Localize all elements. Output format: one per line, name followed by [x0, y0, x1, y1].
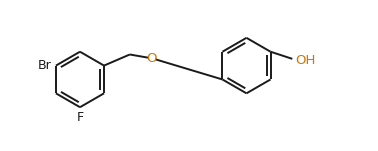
Text: Br: Br — [38, 59, 52, 72]
Text: OH: OH — [296, 54, 316, 67]
Text: F: F — [76, 111, 84, 124]
Text: O: O — [146, 52, 157, 65]
